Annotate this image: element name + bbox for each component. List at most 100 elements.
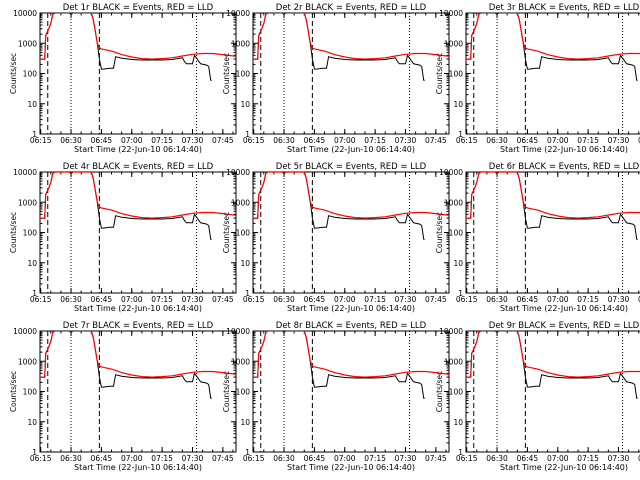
- y-tick-label: 1: [245, 289, 250, 298]
- events-series-line: [40, 172, 212, 240]
- x-axis-label: Start Time (22-Jun-10 06:14:40): [500, 463, 628, 472]
- x-tick-label: 07:15: [364, 295, 386, 304]
- events-series-line: [466, 13, 638, 81]
- y-tick-label: 1: [245, 448, 250, 457]
- y-tick-label: 1: [32, 448, 37, 457]
- plot-frame: [39, 171, 237, 294]
- lld-series-line: [466, 13, 640, 60]
- plot-area: [253, 172, 449, 293]
- x-tick-label: 07:30: [182, 295, 204, 304]
- panel-title: Det 1r BLACK = Events, RED = LLD: [63, 3, 214, 13]
- x-tick-label: 07:30: [182, 454, 204, 463]
- events-series-line: [253, 172, 425, 240]
- x-tick-label: 07:15: [364, 136, 386, 145]
- events-series-line: [466, 172, 638, 240]
- x-tick-label: 07:00: [334, 136, 356, 145]
- y-axis-label: Counts/sec: [435, 53, 444, 94]
- plot-area: [466, 13, 640, 134]
- plot-area: [40, 172, 236, 293]
- x-tick-label: 07:00: [334, 295, 356, 304]
- y-tick-label: 100: [449, 229, 464, 238]
- panel-title: Det 9r BLACK = Events, RED = LLD: [489, 321, 640, 331]
- x-tick-label: 07:45: [638, 295, 640, 304]
- y-tick-label: 10000: [439, 168, 463, 177]
- x-tick-label: 06:15: [456, 295, 478, 304]
- x-tick-label: 06:30: [60, 295, 82, 304]
- x-axis-label: Start Time (22-Jun-10 06:14:40): [287, 304, 415, 313]
- detector-panel: Det 9r BLACK = Events, RED = LLD 1 10 100 10…: [435, 321, 640, 472]
- x-tick-label: 07:00: [547, 136, 569, 145]
- panel-title: Det 3r BLACK = Events, RED = LLD: [489, 3, 640, 13]
- x-tick-label: 07:00: [121, 136, 143, 145]
- y-tick-label: 10000: [13, 327, 37, 336]
- x-tick-label: 07:30: [608, 295, 630, 304]
- lld-series-line: [40, 13, 236, 60]
- x-tick-label: 06:45: [91, 454, 113, 463]
- y-axis-label: Counts/sec: [9, 53, 18, 94]
- plot-frame: [252, 171, 450, 294]
- y-tick-label: 100: [236, 229, 251, 238]
- x-tick-label: 07:15: [577, 454, 599, 463]
- y-tick-label: 1000: [18, 198, 37, 207]
- y-tick-label: 1000: [231, 198, 250, 207]
- x-tick-label: 07:30: [608, 454, 630, 463]
- x-tick-label: 07:15: [577, 295, 599, 304]
- plot-frame: [252, 330, 450, 453]
- x-tick-label: 07:30: [395, 454, 417, 463]
- y-tick-label: 100: [449, 70, 464, 79]
- y-axis-label: Counts/sec: [222, 53, 231, 94]
- y-tick-label: 100: [236, 388, 251, 397]
- x-tick-label: 06:45: [304, 136, 326, 145]
- x-tick-label: 06:30: [486, 295, 508, 304]
- y-tick-label: 1000: [231, 39, 250, 48]
- x-tick-label: 07:00: [121, 295, 143, 304]
- x-tick-label: 06:15: [456, 136, 478, 145]
- y-tick-label: 10: [240, 418, 250, 427]
- x-tick-label: 06:30: [273, 136, 295, 145]
- y-axis-label: Counts/sec: [9, 212, 18, 253]
- x-axis-label: Start Time (22-Jun-10 06:14:40): [500, 145, 628, 154]
- lld-series-line: [466, 331, 640, 378]
- plot-frame: [252, 12, 450, 135]
- y-tick-label: 10000: [13, 168, 37, 177]
- y-tick-label: 1000: [231, 357, 250, 366]
- y-axis-label: Counts/sec: [222, 212, 231, 253]
- x-tick-label: 07:30: [395, 136, 417, 145]
- y-tick-label: 10: [240, 259, 250, 268]
- plot-area: [466, 172, 640, 293]
- y-tick-label: 10: [453, 100, 463, 109]
- x-tick-label: 07:45: [212, 295, 234, 304]
- x-axis-label: Start Time (22-Jun-10 06:14:40): [74, 304, 202, 313]
- events-series-line: [253, 13, 425, 81]
- x-tick-label: 07:00: [547, 295, 569, 304]
- detector-panel: Det 8r BLACK = Events, RED = LLD 1 10 100 10…: [222, 321, 450, 472]
- lld-series-line: [253, 172, 449, 219]
- y-tick-label: 10000: [226, 168, 250, 177]
- x-tick-label: 06:15: [30, 454, 52, 463]
- lld-series-line: [253, 13, 449, 60]
- x-tick-label: 06:30: [486, 136, 508, 145]
- lld-series-line: [466, 172, 640, 219]
- panel-title: Det 7r BLACK = Events, RED = LLD: [63, 321, 214, 331]
- y-tick-label: 1000: [444, 357, 463, 366]
- x-tick-label: 07:15: [151, 136, 173, 145]
- y-tick-label: 1: [245, 130, 250, 139]
- y-tick-label: 10000: [439, 327, 463, 336]
- y-tick-label: 100: [449, 388, 464, 397]
- x-tick-label: 06:15: [243, 295, 265, 304]
- y-tick-label: 10: [453, 259, 463, 268]
- detector-panel: Det 4r BLACK = Events, RED = LLD 1 10 100 10…: [9, 162, 237, 313]
- y-tick-label: 1000: [444, 198, 463, 207]
- y-tick-label: 10: [27, 100, 37, 109]
- events-series-line: [466, 331, 638, 399]
- x-tick-label: 07:15: [151, 454, 173, 463]
- plot-area: [253, 331, 449, 452]
- y-tick-label: 100: [236, 70, 251, 79]
- detector-panel: Det 1r BLACK = Events, RED = LLD 1 10 100 10…: [9, 3, 237, 154]
- x-tick-label: 06:30: [273, 295, 295, 304]
- x-tick-label: 06:15: [456, 454, 478, 463]
- x-tick-label: 07:30: [182, 136, 204, 145]
- y-tick-label: 1: [458, 130, 463, 139]
- x-tick-label: 06:30: [60, 136, 82, 145]
